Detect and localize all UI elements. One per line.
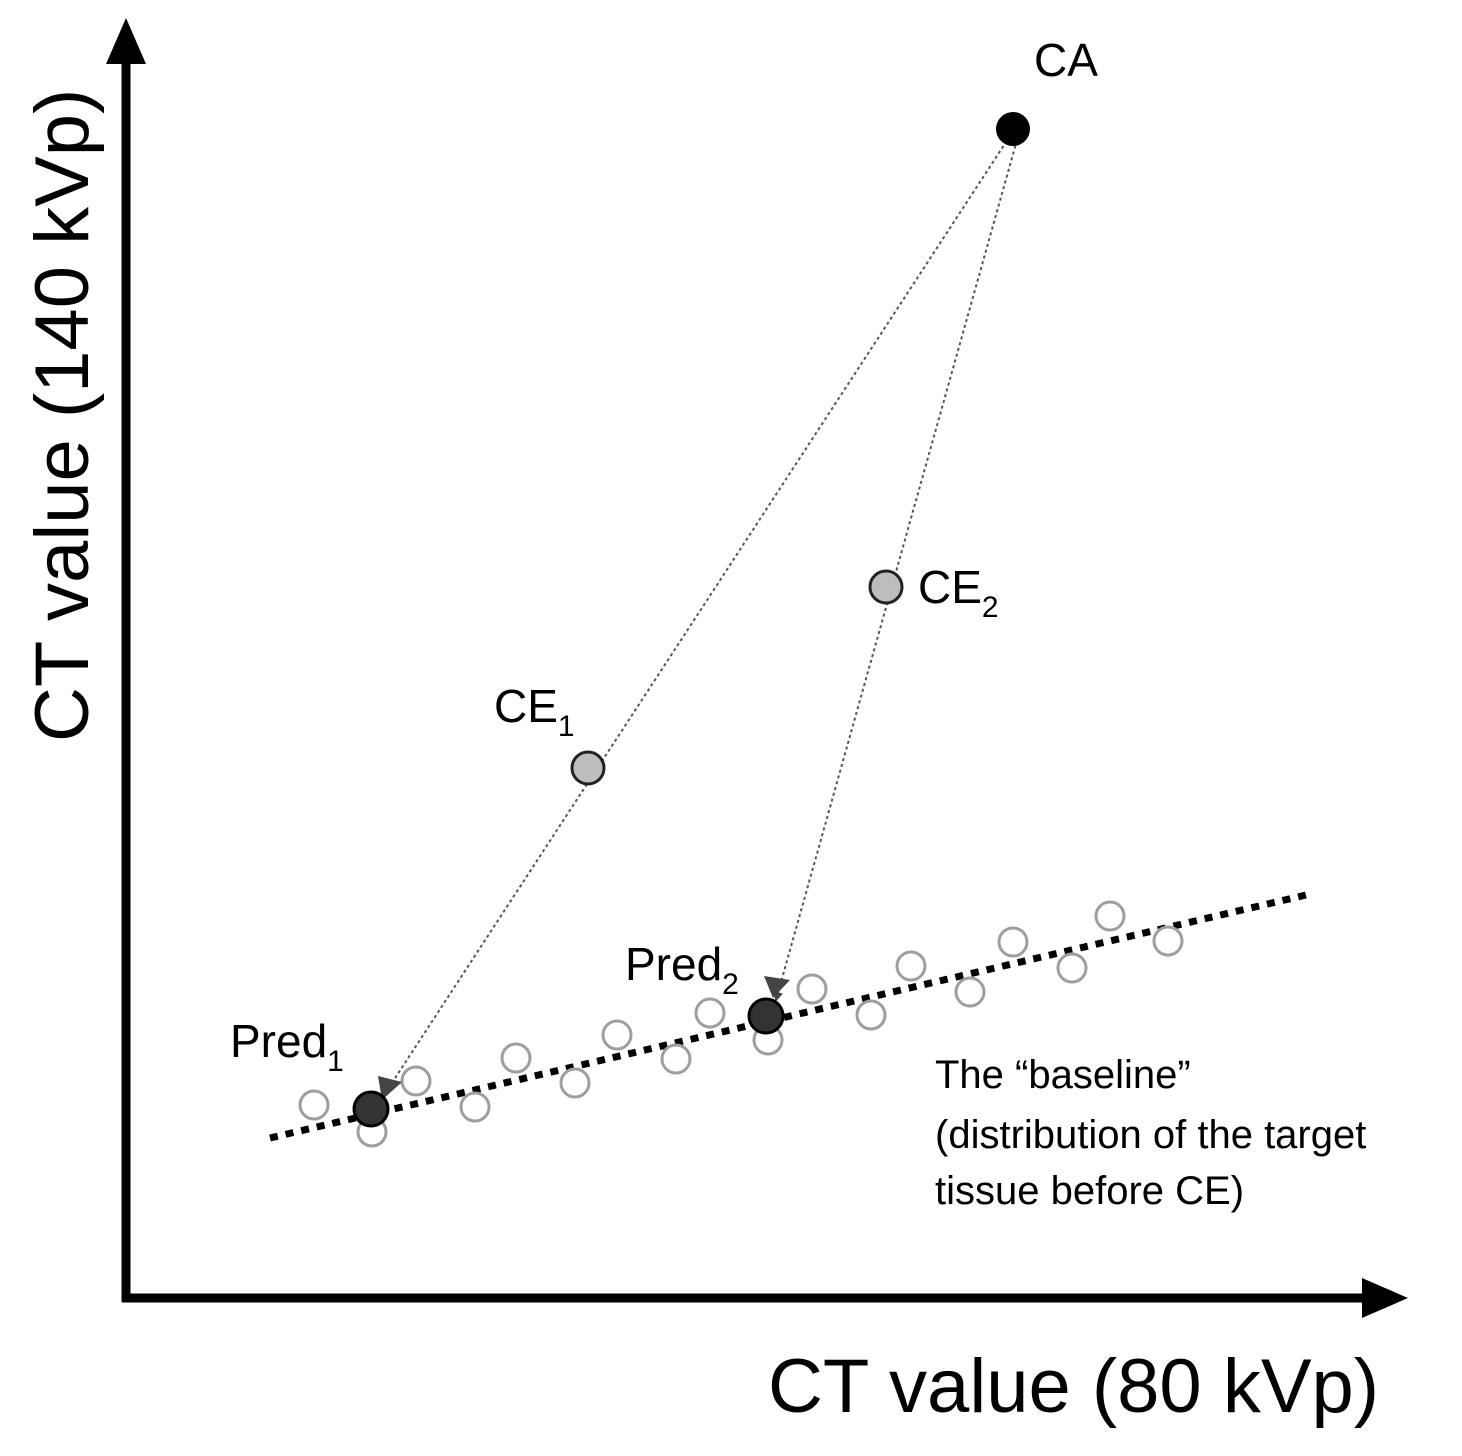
baseline-sample: [601, 1019, 633, 1051]
pred2-arrowhead: [764, 976, 790, 998]
baseline-sample: [855, 999, 887, 1031]
baseline-sample: [1056, 952, 1088, 984]
ce2-label: CE2: [918, 561, 999, 624]
pred2-label-main: Pred: [625, 938, 722, 990]
baseline-title: The “baseline”: [935, 1053, 1191, 1097]
pred2-label-subscript: 2: [722, 968, 739, 1001]
baseline-sample: [559, 1067, 591, 1099]
baseline-sample: [895, 950, 927, 982]
baseline-sample: [1094, 900, 1126, 932]
baseline-trend-line: [269, 891, 1307, 1142]
baseline-sample: [954, 976, 986, 1008]
baseline-sample: [298, 1089, 330, 1121]
pred1-arrowhead: [378, 1076, 402, 1100]
baseline-samples: [298, 900, 1184, 1148]
pred1-label: Pred1: [230, 1015, 344, 1078]
pred1-point: [352, 1090, 390, 1128]
ce2-label-subscript: 2: [982, 591, 999, 624]
projection-line-1: [384, 135, 1011, 1094]
x-axis-arrowhead: [1362, 1278, 1408, 1318]
baseline-sample: [796, 973, 828, 1005]
pred2-label: Pred2: [625, 938, 739, 1001]
ce1-label-subscript: 1: [558, 710, 575, 743]
ce2-label-main: CE: [918, 561, 982, 613]
baseline-description-line1: (distribution of the target: [935, 1113, 1366, 1157]
baseline-sample: [400, 1065, 432, 1097]
baseline-sample: [694, 997, 726, 1029]
ce1-label: CE1: [494, 680, 575, 743]
baseline-sample: [459, 1091, 491, 1123]
ca-label: CA: [1034, 34, 1098, 86]
baseline-sample: [1152, 925, 1184, 957]
projection-line-2: [773, 139, 1018, 1002]
baseline-sample: [660, 1043, 692, 1075]
baseline-sample: [500, 1042, 532, 1074]
ce1-label-main: CE: [494, 680, 558, 732]
baseline-description-line2: tissue before CE): [935, 1169, 1244, 1213]
y-axis-arrowhead: [106, 18, 146, 64]
pred2-point: [747, 997, 785, 1035]
y-axis-title: CT value (140 kVp): [20, 89, 105, 742]
ce1-point: [570, 750, 606, 786]
pred1-label-subscript: 1: [327, 1045, 344, 1078]
baseline-sample: [997, 926, 1029, 958]
x-axis-title: CT value (80 kVp): [768, 1344, 1379, 1429]
pred1-label-main: Pred: [230, 1015, 327, 1067]
ce2-point: [868, 569, 904, 605]
ca-point: [996, 112, 1030, 146]
